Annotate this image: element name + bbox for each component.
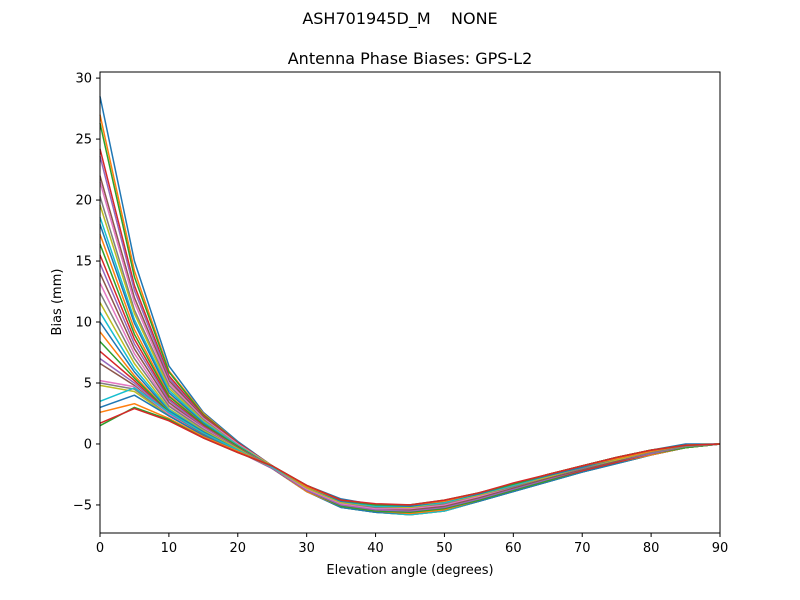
x-tick-label: 40	[367, 541, 384, 556]
y-tick-label: 0	[84, 437, 92, 452]
x-tick-label: 30	[298, 541, 315, 556]
x-tick-label: 60	[505, 541, 522, 556]
series-line-az45	[99, 216, 721, 514]
x-tick-label: 20	[230, 541, 247, 556]
figure-suptitle: ASH701945D_M NONE	[302, 9, 498, 28]
y-tick-label: 15	[75, 255, 92, 270]
series-line-az0	[99, 96, 720, 507]
x-tick-label: 70	[574, 541, 591, 556]
y-tick-label: 30	[75, 72, 92, 87]
series-line-az55	[99, 233, 721, 514]
series-layer	[99, 96, 721, 516]
series-line-az75	[99, 272, 721, 515]
series-line-az70	[99, 263, 721, 515]
y-tick-label: 25	[75, 133, 92, 148]
y-tick-label: 10	[75, 316, 92, 331]
series-line-az60	[99, 243, 721, 515]
y-tick-label: −5	[73, 498, 92, 513]
x-axis-label: Elevation angle (degrees)	[326, 563, 493, 578]
y-tick-label: 20	[75, 194, 92, 209]
series-line-az120	[99, 357, 721, 512]
x-tick-label: 90	[712, 541, 729, 556]
x-tick-label: 0	[96, 541, 104, 556]
chart-title: Antenna Phase Biases: GPS-L2	[288, 49, 533, 68]
x-tick-label: 10	[161, 541, 178, 556]
ticks-layer: 0 10 20 30 40 50 60 70 80 90 −5 0 5 10 15 20 25 30	[73, 72, 728, 556]
series-line-az5	[99, 114, 721, 509]
series-line-az165	[99, 407, 721, 506]
series-line-az10	[99, 123, 721, 509]
y-axis-label: Bias (mm)	[50, 269, 65, 336]
series-line-az125	[99, 362, 721, 511]
series-line-az65	[99, 254, 721, 515]
series-line-az35	[99, 196, 721, 512]
axes-frame	[99, 71, 721, 534]
series-line-az50	[99, 224, 721, 514]
x-tick-label: 50	[436, 541, 453, 556]
series-line-az40	[99, 204, 721, 512]
y-tick-label: 5	[84, 376, 92, 391]
x-tick-label: 80	[643, 541, 660, 556]
